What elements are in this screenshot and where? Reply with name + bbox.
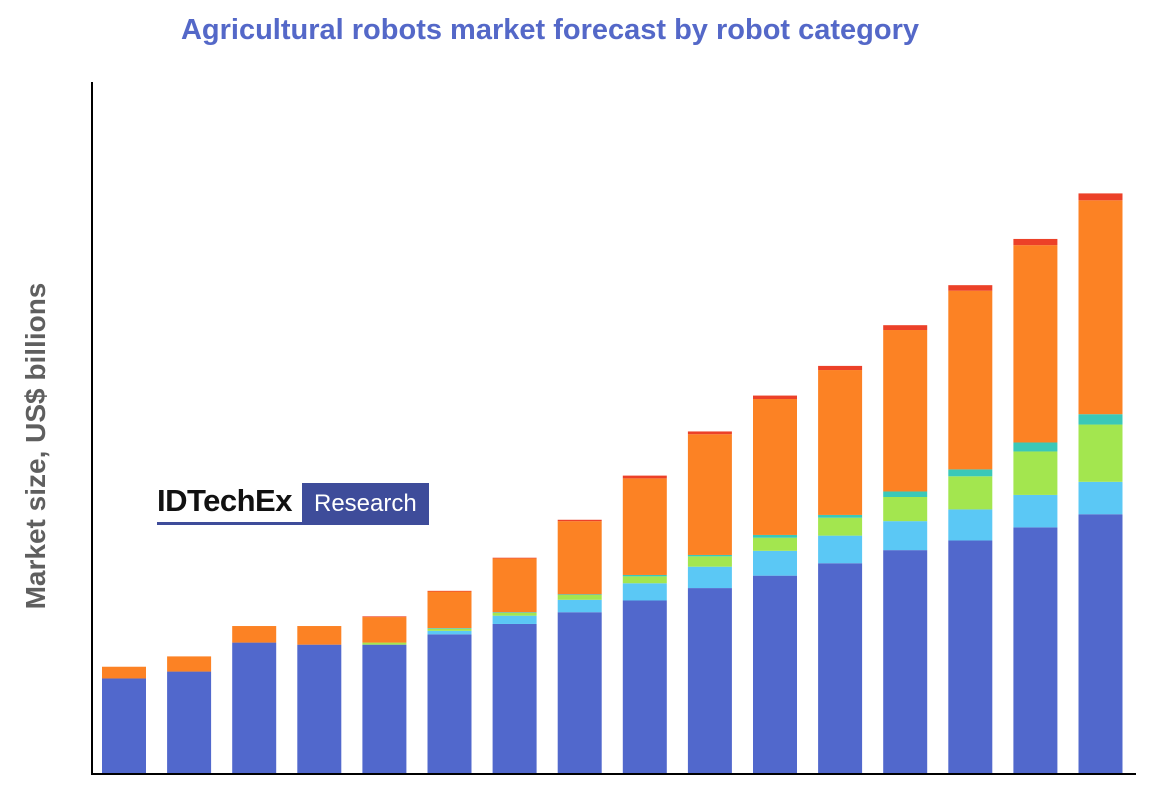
bar-14-segment-3 — [948, 476, 993, 510]
bar-13-segment-5 — [883, 330, 928, 492]
bar-12-segment-1 — [818, 563, 863, 773]
bar-5-segment-3 — [362, 642, 407, 645]
bar-4-segment-5 — [297, 626, 342, 645]
bar-12-segment-5 — [818, 370, 863, 515]
bar-13-segment-6 — [883, 325, 928, 331]
bar-9-segment-5 — [622, 478, 667, 575]
bar-15-segment-2 — [1013, 494, 1058, 528]
bar-12-segment-3 — [818, 517, 863, 536]
idtechex-logo: IDTechEx Research — [157, 483, 429, 525]
bar-9-segment-3 — [622, 576, 667, 584]
bar-15-segment-6 — [1013, 238, 1058, 246]
bar-14-segment-2 — [948, 509, 993, 541]
bar-1-segment-5 — [102, 666, 146, 679]
bar-16-segment-1 — [1078, 514, 1123, 773]
bar-12-segment-4 — [818, 514, 863, 518]
bar-7-segment-2 — [492, 615, 537, 624]
bar-13-segment-3 — [883, 497, 928, 522]
bar-3-segment-1 — [232, 642, 277, 773]
bar-9-segment-1 — [622, 600, 667, 773]
bar-11-segment-5 — [753, 399, 797, 535]
bar-6-segment-5 — [427, 591, 472, 629]
bar-6-segment-2 — [427, 630, 472, 635]
bar-4-segment-1 — [297, 644, 342, 773]
bar-16-segment-4 — [1078, 414, 1123, 425]
chart-title: Agricultural robots market forecast by r… — [180, 14, 920, 46]
bar-15-segment-5 — [1013, 245, 1058, 443]
bar-6-segment-4 — [427, 628, 472, 629]
bar-9-segment-6 — [622, 475, 667, 479]
bar-13-segment-2 — [883, 521, 928, 551]
bar-13-segment-1 — [883, 550, 928, 773]
bar-10-segment-3 — [687, 556, 732, 567]
bar-5-segment-6 — [362, 616, 407, 618]
bar-8-segment-1 — [557, 612, 602, 773]
bars-group — [102, 193, 1123, 773]
bar-7-segment-6 — [492, 557, 537, 559]
bar-3-segment-5 — [232, 626, 277, 643]
bar-11-segment-4 — [753, 534, 797, 538]
bar-9-segment-4 — [622, 574, 667, 577]
bar-11-segment-3 — [753, 537, 797, 551]
bar-1-segment-1 — [102, 678, 146, 773]
bar-8-segment-2 — [557, 599, 602, 613]
bar-8-segment-5 — [557, 521, 602, 595]
bar-12-segment-2 — [818, 535, 863, 564]
bar-11-segment-2 — [753, 550, 797, 576]
bar-7-segment-4 — [492, 612, 537, 613]
bar-16-segment-5 — [1078, 200, 1123, 415]
bar-10-segment-5 — [687, 434, 732, 555]
bar-10-segment-4 — [687, 554, 732, 557]
bar-13-segment-4 — [883, 491, 928, 497]
bar-8-segment-4 — [557, 594, 602, 595]
bar-5-segment-1 — [362, 644, 407, 773]
bar-16-segment-6 — [1078, 193, 1123, 201]
bar-10-segment-1 — [687, 588, 732, 773]
bar-10-segment-2 — [687, 566, 732, 589]
bar-9-segment-2 — [622, 583, 667, 601]
bar-15-segment-3 — [1013, 451, 1058, 495]
bar-11-segment-1 — [753, 575, 797, 773]
bar-2-segment-1 — [167, 671, 212, 773]
bar-7-segment-5 — [492, 558, 537, 613]
bar-6-segment-1 — [427, 634, 472, 773]
bar-8-segment-3 — [557, 594, 602, 600]
bar-6-segment-6 — [427, 590, 472, 592]
bar-15-segment-1 — [1013, 527, 1058, 773]
bar-5-segment-5 — [362, 617, 407, 643]
bar-15-segment-4 — [1013, 442, 1058, 452]
bar-10-segment-6 — [687, 431, 732, 435]
bar-16-segment-3 — [1078, 424, 1123, 482]
bar-7-segment-1 — [492, 623, 537, 773]
bar-14-segment-5 — [948, 290, 993, 470]
bar-16-segment-2 — [1078, 481, 1123, 515]
bar-8-segment-6 — [557, 519, 602, 522]
bar-11-segment-6 — [753, 395, 797, 400]
bar-12-segment-6 — [818, 365, 863, 371]
bar-14-segment-6 — [948, 285, 993, 291]
bar-14-segment-1 — [948, 540, 993, 773]
bar-6-segment-3 — [427, 628, 472, 631]
bar-7-segment-3 — [492, 612, 537, 616]
logo-brand-text: IDTechEx — [157, 483, 302, 525]
bar-14-segment-4 — [948, 469, 993, 477]
logo-tag-text: Research — [301, 483, 429, 525]
bar-2-segment-5 — [167, 656, 212, 672]
